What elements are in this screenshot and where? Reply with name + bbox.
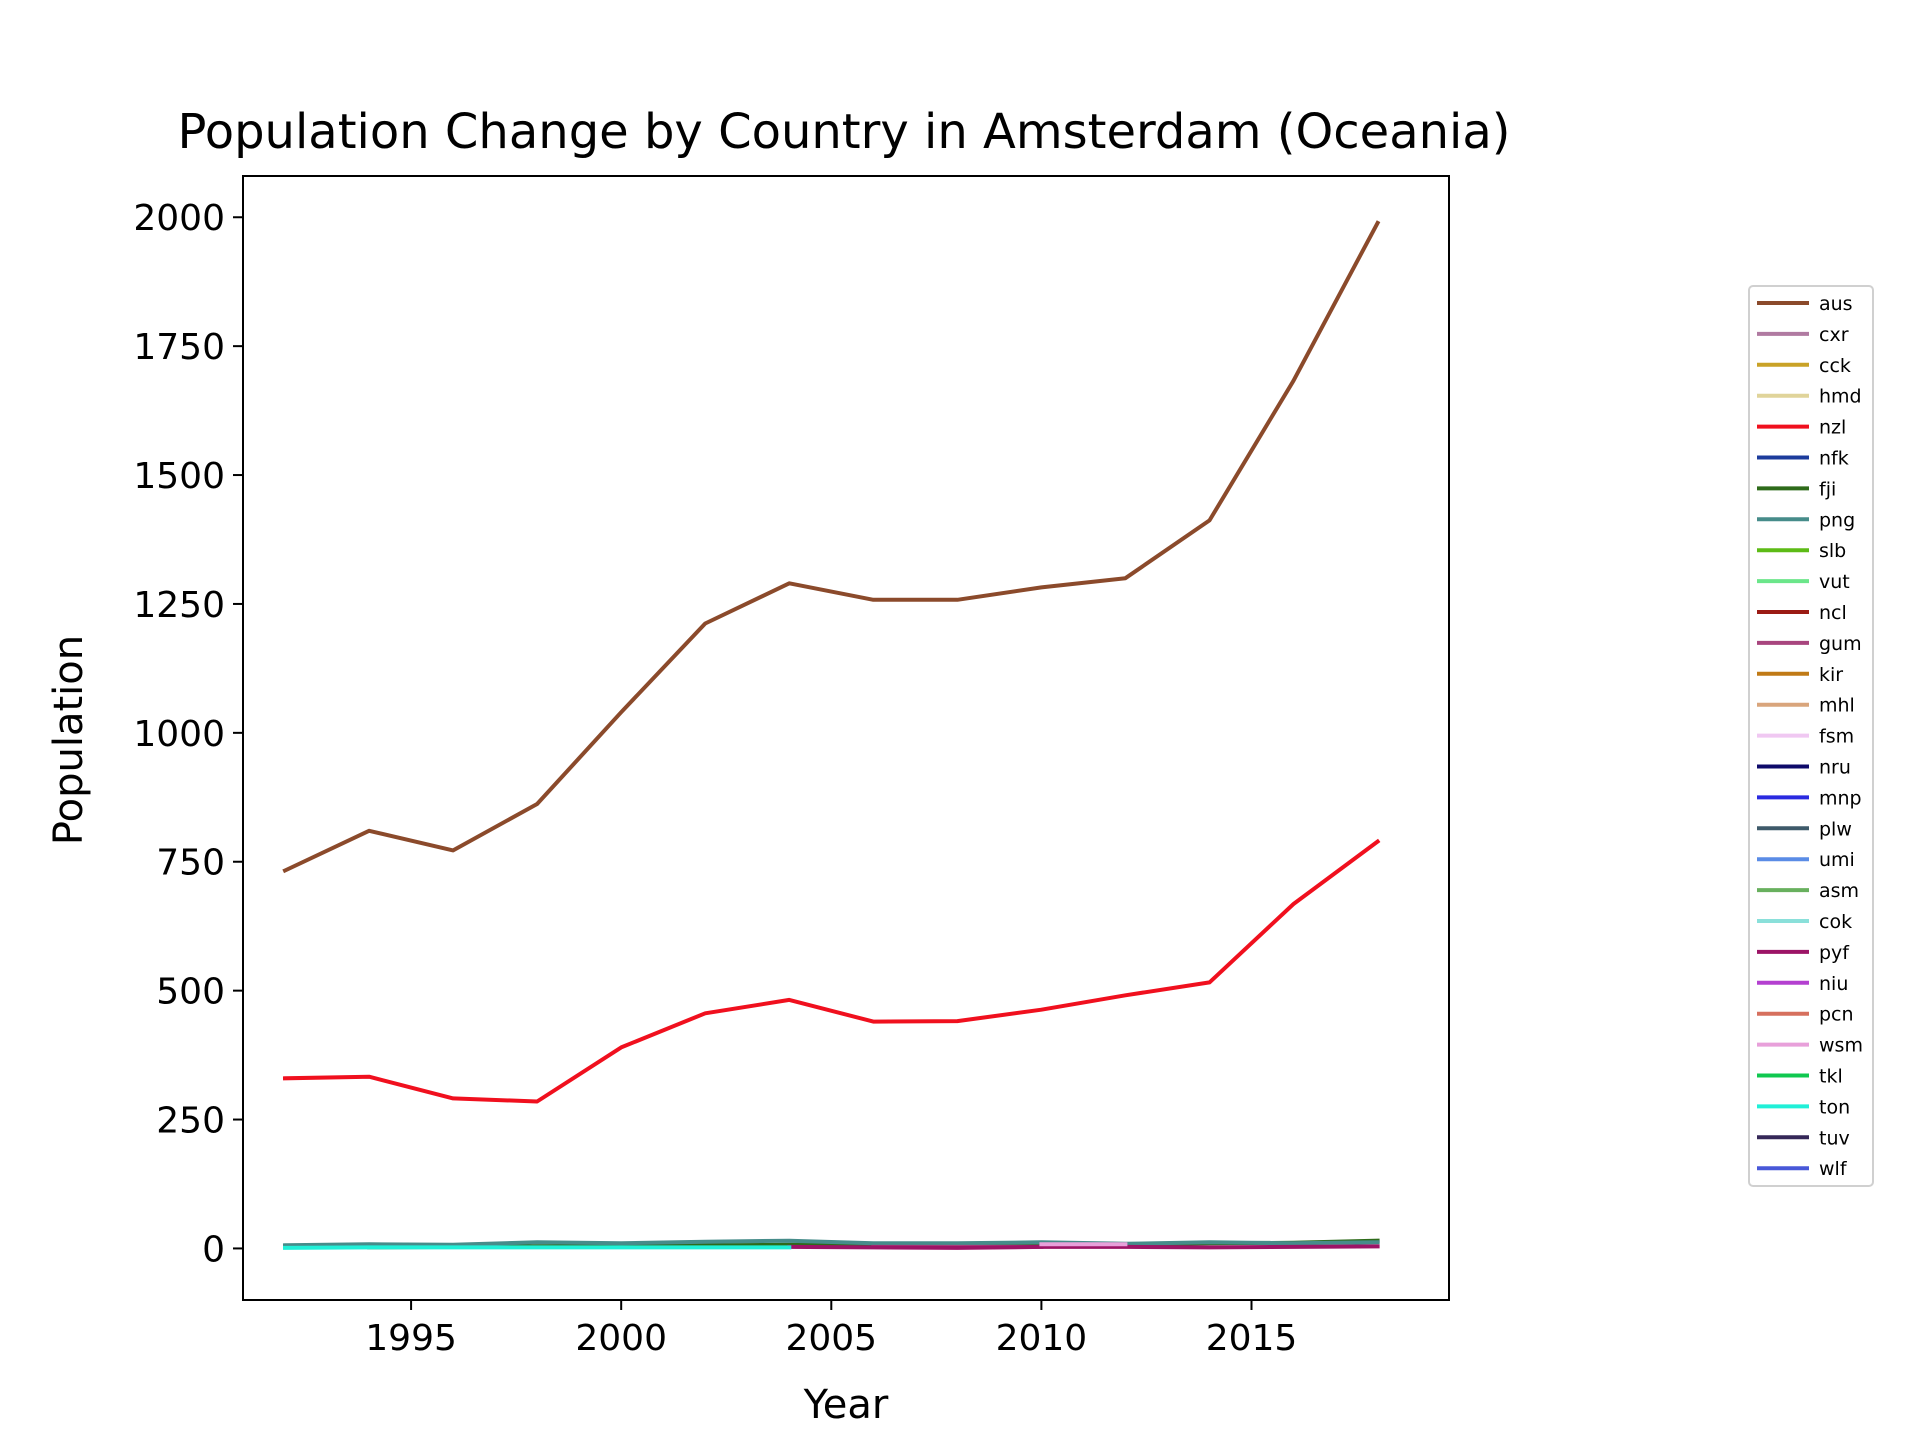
plot-area [242, 175, 1450, 1301]
x-tick-label: 2015 [1206, 1318, 1298, 1359]
y-tick-label: 750 [156, 843, 225, 884]
legend-label-fsm: fsm [1819, 726, 1854, 748]
x-axis: 1995 2000 2005 2010 2015 [365, 1300, 1297, 1359]
y-tick-label: 250 [156, 1101, 225, 1142]
x-tick-label: 1995 [365, 1318, 457, 1359]
legend-label-niu: niu [1819, 973, 1848, 995]
legend-box [1748, 285, 1874, 1187]
legend-label-tuv: tuv [1819, 1127, 1850, 1149]
x-tick-label: 2000 [575, 1318, 667, 1359]
y-axis-label: Population [46, 635, 92, 845]
legend-label-wsm: wsm [1819, 1035, 1863, 1057]
legend-label-slb: slb [1819, 540, 1846, 562]
legend-label-gum: gum [1819, 633, 1862, 655]
legend-label-pcn: pcn [1819, 1004, 1854, 1026]
y-tick-label: 2000 [133, 198, 225, 239]
series-line-nzl [282, 838, 1381, 1104]
chart-title: Population Change by Country in Amsterda… [177, 104, 1510, 160]
legend: aus cxr cck hmd nzl nfk fji png slb vut ncl gum kir m… [1748, 285, 1874, 1187]
legend-label-asm: asm [1819, 880, 1859, 902]
y-tick-label: 1250 [133, 585, 225, 626]
legend-label-cok: cok [1819, 911, 1852, 933]
legend-label-nru: nru [1819, 757, 1851, 779]
legend-label-cxr: cxr [1819, 324, 1849, 346]
legend-label-kir: kir [1819, 664, 1843, 686]
legend-label-ncl: ncl [1819, 602, 1847, 624]
series-line-png [282, 1238, 1380, 1248]
legend-label-mnp: mnp [1819, 787, 1862, 809]
legend-label-hmd: hmd [1819, 386, 1862, 408]
legend-label-nzl: nzl [1819, 417, 1846, 439]
y-tick-label: 1500 [133, 456, 225, 497]
series-line-ton [282, 1245, 792, 1250]
legend-label-ton: ton [1819, 1096, 1850, 1118]
y-tick-label: 1000 [133, 714, 225, 755]
legend-label-wlf: wlf [1819, 1158, 1848, 1180]
legend-label-plw: plw [1819, 818, 1852, 840]
legend-label-fji: fji [1819, 478, 1836, 500]
series-line-aus [282, 220, 1381, 874]
legend-label-nfk: nfk [1819, 448, 1849, 470]
y-tick-label: 1750 [133, 327, 225, 368]
legend-label-pyf: pyf [1819, 942, 1850, 964]
y-axis: 0 250 500 750 1000 1250 1500 1750 2000 [133, 198, 243, 1270]
legend-label-png: png [1819, 509, 1855, 531]
x-tick-label: 2005 [785, 1318, 877, 1359]
legend-label-vut: vut [1819, 571, 1850, 593]
legend-label-cck: cck [1819, 355, 1851, 377]
plot-frame [242, 175, 1450, 1301]
series-layer [282, 220, 1381, 1250]
legend-label-umi: umi [1819, 849, 1855, 871]
x-axis-label: Year [803, 1382, 889, 1428]
legend-items: aus cxr cck hmd nzl nfk fji png slb vut ncl gum kir m… [1757, 293, 1863, 1180]
legend-label-aus: aus [1819, 293, 1853, 315]
y-tick-label: 500 [156, 972, 225, 1013]
legend-label-mhl: mhl [1819, 695, 1855, 717]
y-tick-label: 0 [202, 1229, 225, 1270]
x-tick-label: 2010 [996, 1318, 1088, 1359]
series-line-pyf [787, 1244, 1380, 1250]
legend-label-tkl: tkl [1819, 1066, 1843, 1088]
